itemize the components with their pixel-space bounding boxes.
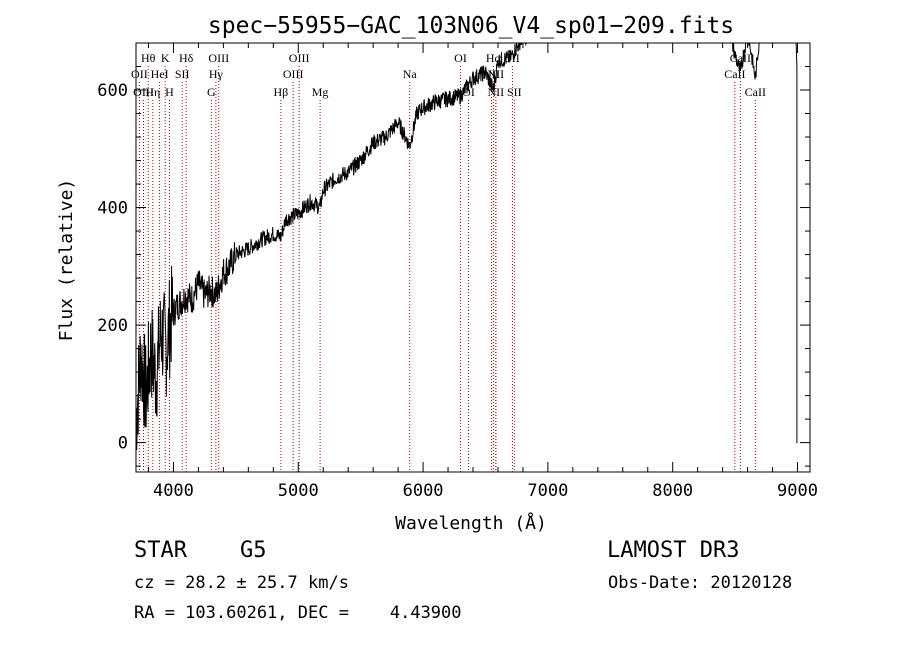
obs-date: Obs-Date: 20120128 [608, 573, 793, 593]
line-marker-label: Hδ [179, 51, 194, 65]
y-tick-label: 200 [97, 316, 128, 336]
x-tick-label: 7000 [527, 481, 568, 501]
line-marker-label: Mg [312, 85, 329, 99]
line-marker-label: OIII [133, 85, 154, 99]
y-axis-label: Flux (relative) [56, 179, 77, 342]
line-marker-label: Hη [145, 85, 160, 99]
line-marker-label: OII [131, 67, 148, 81]
x-tick-label: 9000 [777, 481, 818, 501]
line-marker-label: OIII [289, 51, 310, 65]
y-tick-label: 400 [97, 199, 128, 219]
x-tick-label: 4000 [153, 481, 194, 501]
line-marker-label: OI [454, 51, 467, 65]
x-tick-label: 5000 [278, 481, 319, 501]
line-marker-label: K [161, 51, 170, 65]
ra-dec: RA = 103.60261, DEC = 4.43900 [134, 603, 462, 623]
survey-name: LAMOST DR3 [607, 538, 740, 563]
line-marker-label: CaII [745, 85, 766, 99]
spectrum-line [135, 42, 798, 451]
line-marker-label: SII [175, 67, 190, 81]
y-tick-label: 600 [97, 81, 128, 101]
plot-frame [135, 42, 811, 473]
line-marker-label: G [207, 85, 216, 99]
line-marker-label: CaII [724, 67, 745, 81]
line-marker-label: H [165, 85, 174, 99]
y-axis: 0 200 400 600 [97, 42, 810, 467]
x-axis-label: Wavelength (Å) [395, 512, 547, 534]
x-tick-label: 6000 [403, 481, 444, 501]
redshift-cz: cz = 28.2 ± 25.7 km/s [134, 573, 349, 593]
x-axis: 4000 5000 6000 7000 8000 9000 [147, 43, 818, 501]
line-marker-label: Hθ [141, 51, 156, 65]
line-marker-label: Na [403, 67, 418, 81]
x-tick-label: 8000 [652, 481, 693, 501]
line-marker-label: Hβ [274, 85, 289, 99]
line-marker-label: OIII [283, 67, 304, 81]
object-class: STAR G5 [134, 538, 267, 563]
y-tick-label: 0 [118, 434, 128, 454]
line-marker-label: Hγ [209, 67, 224, 81]
chart-title: spec−55955−GAC_103N06_V4_sp01−209.fits [208, 13, 734, 39]
line-marker-label: OIII [208, 51, 229, 65]
line-marker-label: SII [507, 85, 522, 99]
line-marker-label: HeI [151, 67, 169, 81]
